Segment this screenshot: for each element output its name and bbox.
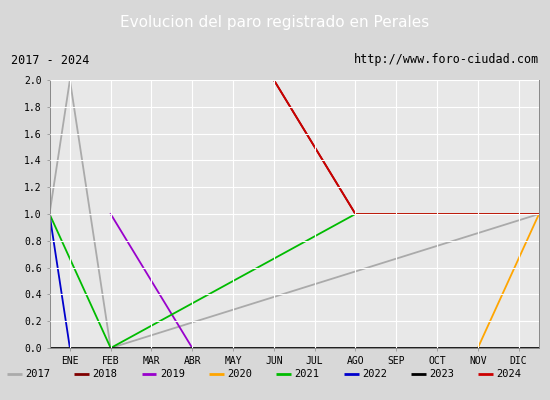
Text: 2023: 2023 <box>430 369 454 379</box>
Text: 2018: 2018 <box>92 369 117 379</box>
Text: 2017 - 2024: 2017 - 2024 <box>11 54 89 66</box>
Text: 2022: 2022 <box>362 369 387 379</box>
Text: Evolucion del paro registrado en Perales: Evolucion del paro registrado en Perales <box>120 14 430 30</box>
Text: 2020: 2020 <box>227 369 252 379</box>
Text: 2024: 2024 <box>497 369 521 379</box>
Text: 2019: 2019 <box>160 369 185 379</box>
Text: http://www.foro-ciudad.com: http://www.foro-ciudad.com <box>354 54 539 66</box>
Text: 2021: 2021 <box>295 369 320 379</box>
Text: 2017: 2017 <box>25 369 50 379</box>
